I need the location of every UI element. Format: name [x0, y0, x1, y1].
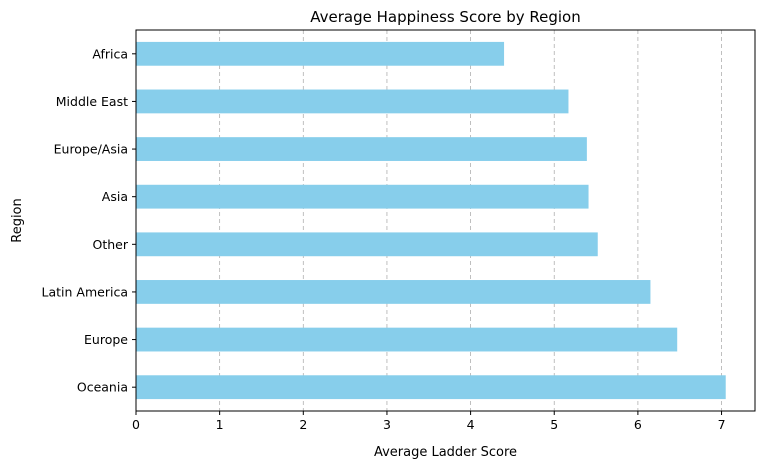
bar — [136, 375, 726, 400]
x-tick-label: 4 — [467, 417, 475, 432]
x-tick-label: 5 — [550, 417, 558, 432]
x-tick-label: 0 — [132, 417, 140, 432]
x-tick-label: 6 — [634, 417, 642, 432]
y-tick-label: Africa — [92, 46, 128, 61]
y-tick-label: Middle East — [56, 94, 128, 109]
x-tick-label: 7 — [718, 417, 726, 432]
y-tick-label: Asia — [102, 189, 128, 204]
bar — [136, 280, 651, 304]
y-tick-label: Latin America — [42, 284, 128, 299]
x-tick-label: 1 — [216, 417, 224, 432]
bar — [136, 137, 587, 161]
x-axis-title: Average Ladder Score — [374, 445, 517, 460]
y-tick-label: Oceania — [77, 380, 128, 395]
y-tick-label: Other — [93, 237, 129, 252]
x-axis: 0 1 2 3 4 5 6 7 — [132, 411, 726, 432]
bar — [136, 41, 505, 66]
x-tick-label: 3 — [383, 417, 391, 432]
bar — [136, 184, 589, 209]
y-tick-label: Europe/Asia — [54, 142, 128, 157]
y-axis-title: Region — [10, 198, 25, 243]
y-tick-label: Europe — [84, 332, 128, 347]
bar — [136, 232, 598, 257]
gridlines — [219, 30, 722, 411]
y-axis: Oceania Europe Latin America Other Asia Europ… — [42, 46, 136, 395]
chart-title: Average Happiness Score by Region — [310, 8, 580, 26]
bar — [136, 327, 678, 352]
bar — [136, 89, 569, 114]
bars — [136, 41, 726, 400]
plot-frame — [135, 29, 756, 412]
x-tick-label: 2 — [299, 417, 307, 432]
